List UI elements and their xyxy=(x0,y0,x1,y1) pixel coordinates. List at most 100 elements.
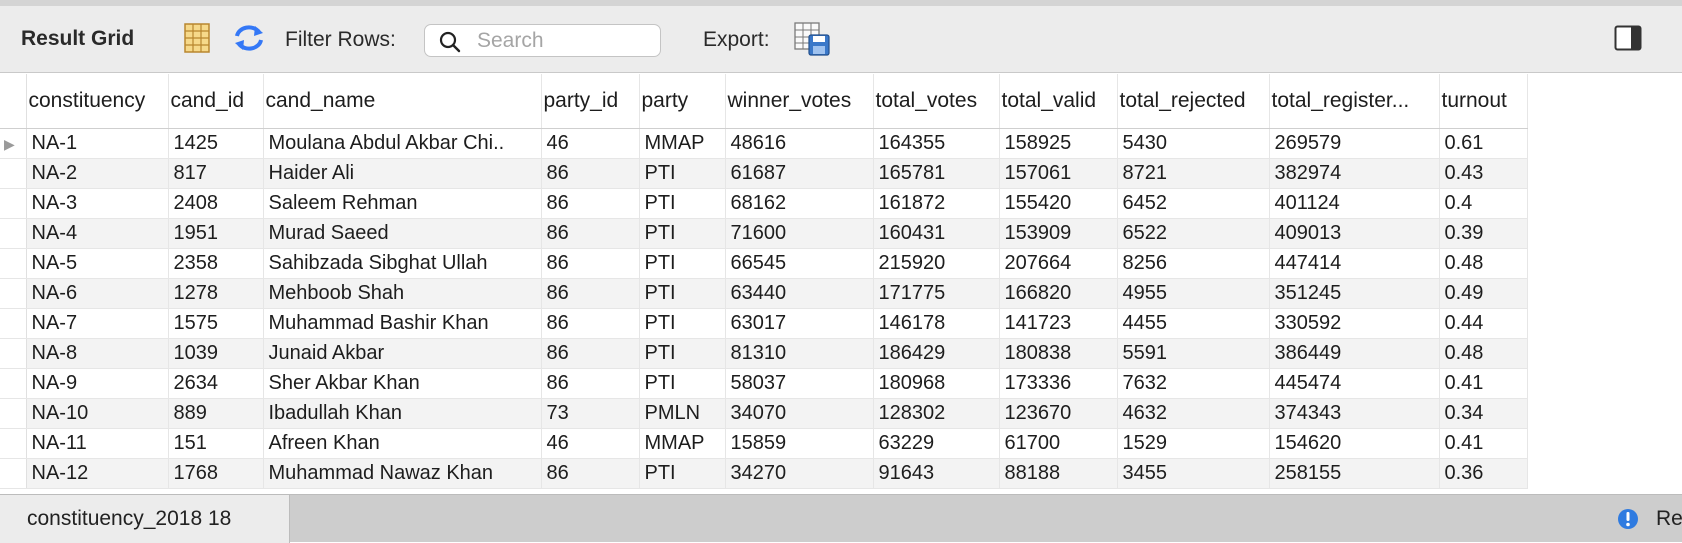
cell-total-rejected[interactable]: 8721 xyxy=(1117,158,1270,189)
cell-total-votes[interactable]: 63229 xyxy=(873,428,1000,459)
cell-constituency[interactable]: NA-3 xyxy=(26,188,169,219)
cell-cand-name[interactable]: Muhammad Bashir Khan xyxy=(263,308,542,339)
cell-cand-name[interactable]: Junaid Akbar xyxy=(263,338,542,369)
cell-constituency[interactable]: NA-2 xyxy=(26,158,169,189)
cell-total-registered[interactable]: 330592 xyxy=(1269,308,1440,339)
cell-total-valid[interactable]: 61700 xyxy=(999,428,1118,459)
cell-party-id[interactable]: 86 xyxy=(541,368,640,399)
cell-cand-id[interactable]: 1768 xyxy=(168,458,264,489)
column-header-cand-id[interactable]: cand_id xyxy=(168,74,264,129)
row-gutter[interactable] xyxy=(0,428,27,459)
cell-cand-name[interactable]: Saleem Rehman xyxy=(263,188,542,219)
cell-party[interactable]: PTI xyxy=(639,368,726,399)
cell-turnout[interactable]: 0.36 xyxy=(1439,458,1528,489)
cell-winner-votes[interactable]: 48616 xyxy=(725,128,874,159)
column-header-cand-name[interactable]: cand_name xyxy=(263,74,542,129)
table-row[interactable]: NA-5 2358 Sahibzada Sibghat Ullah 86 PTI 6654… xyxy=(0,248,1528,279)
cell-cand-id[interactable]: 2358 xyxy=(168,248,264,279)
cell-cand-id[interactable]: 1278 xyxy=(168,278,264,309)
result-grid[interactable]: constituency cand_id cand_name party_id … xyxy=(0,74,1682,494)
cell-winner-votes[interactable]: 71600 xyxy=(725,218,874,249)
cell-total-valid[interactable]: 153909 xyxy=(999,218,1118,249)
cell-total-valid[interactable]: 157061 xyxy=(999,158,1118,189)
cell-party-id[interactable]: 86 xyxy=(541,248,640,279)
cell-cand-name[interactable]: Haider Ali xyxy=(263,158,542,189)
cell-winner-votes[interactable]: 34070 xyxy=(725,398,874,429)
cell-total-registered[interactable]: 154620 xyxy=(1269,428,1440,459)
cell-party-id[interactable]: 86 xyxy=(541,278,640,309)
row-gutter[interactable] xyxy=(0,458,27,489)
cell-total-rejected[interactable]: 4455 xyxy=(1117,308,1270,339)
cell-winner-votes[interactable]: 15859 xyxy=(725,428,874,459)
cell-constituency[interactable]: NA-4 xyxy=(26,218,169,249)
cell-total-rejected[interactable]: 5430 xyxy=(1117,128,1270,159)
row-gutter[interactable] xyxy=(0,188,27,219)
table-row[interactable]: NA-6 1278 Mehboob Shah 86 PTI 63440 171775 1668… xyxy=(0,278,1528,309)
cell-turnout[interactable]: 0.44 xyxy=(1439,308,1528,339)
cell-constituency[interactable]: NA-8 xyxy=(26,338,169,369)
cell-total-valid[interactable]: 207664 xyxy=(999,248,1118,279)
cell-total-registered[interactable]: 382974 xyxy=(1269,158,1440,189)
cell-party[interactable]: PTI xyxy=(639,308,726,339)
cell-party[interactable]: PTI xyxy=(639,158,726,189)
column-header-party[interactable]: party xyxy=(639,74,726,129)
cell-party[interactable]: MMAP xyxy=(639,428,726,459)
cell-constituency[interactable]: NA-10 xyxy=(26,398,169,429)
cell-cand-id[interactable]: 889 xyxy=(168,398,264,429)
cell-party-id[interactable]: 86 xyxy=(541,218,640,249)
refresh-icon[interactable] xyxy=(232,23,266,58)
cell-party-id[interactable]: 86 xyxy=(541,308,640,339)
row-gutter[interactable]: ▶ xyxy=(0,128,27,159)
table-row[interactable]: NA-2 817 Haider Ali 86 PTI 61687 165781 157061 8… xyxy=(0,158,1528,189)
cell-party[interactable]: PTI xyxy=(639,248,726,279)
cell-cand-id[interactable]: 1951 xyxy=(168,218,264,249)
cell-winner-votes[interactable]: 63017 xyxy=(725,308,874,339)
table-row[interactable]: NA-7 1575 Muhammad Bashir Khan 86 PTI 63017 14… xyxy=(0,308,1528,339)
cell-cand-name[interactable]: Mehboob Shah xyxy=(263,278,542,309)
column-header-total-valid[interactable]: total_valid xyxy=(999,74,1118,129)
cell-total-votes[interactable]: 160431 xyxy=(873,218,1000,249)
cell-total-votes[interactable]: 91643 xyxy=(873,458,1000,489)
cell-constituency[interactable]: NA-12 xyxy=(26,458,169,489)
cell-cand-name[interactable]: Muhammad Nawaz Khan xyxy=(263,458,542,489)
cell-total-registered[interactable]: 409013 xyxy=(1269,218,1440,249)
search-input[interactable] xyxy=(475,28,654,54)
cell-constituency[interactable]: NA-9 xyxy=(26,368,169,399)
table-row[interactable]: NA-4 1951 Murad Saeed 86 PTI 71600 160431 15390… xyxy=(0,218,1528,249)
export-icon[interactable] xyxy=(794,22,832,61)
table-row[interactable]: NA-3 2408 Saleem Rehman 86 PTI 68162 161872 155… xyxy=(0,188,1528,219)
cell-total-registered[interactable]: 401124 xyxy=(1269,188,1440,219)
cell-total-rejected[interactable]: 6452 xyxy=(1117,188,1270,219)
cell-turnout[interactable]: 0.41 xyxy=(1439,428,1528,459)
cell-total-rejected[interactable]: 3455 xyxy=(1117,458,1270,489)
cell-total-registered[interactable]: 447414 xyxy=(1269,248,1440,279)
cell-constituency[interactable]: NA-11 xyxy=(26,428,169,459)
table-row[interactable]: NA-8 1039 Junaid Akbar 86 PTI 81310 186429 1808… xyxy=(0,338,1528,369)
cell-total-votes[interactable]: 215920 xyxy=(873,248,1000,279)
cell-party[interactable]: PMLN xyxy=(639,398,726,429)
cell-total-votes[interactable]: 180968 xyxy=(873,368,1000,399)
cell-winner-votes[interactable]: 58037 xyxy=(725,368,874,399)
column-header-total-rejected[interactable]: total_rejected xyxy=(1117,74,1270,129)
cell-turnout[interactable]: 0.48 xyxy=(1439,338,1528,369)
cell-total-valid[interactable]: 123670 xyxy=(999,398,1118,429)
cell-total-registered[interactable]: 258155 xyxy=(1269,458,1440,489)
cell-total-votes[interactable]: 171775 xyxy=(873,278,1000,309)
cell-total-rejected[interactable]: 4632 xyxy=(1117,398,1270,429)
cell-total-valid[interactable]: 88188 xyxy=(999,458,1118,489)
cell-total-rejected[interactable]: 7632 xyxy=(1117,368,1270,399)
cell-total-registered[interactable]: 386449 xyxy=(1269,338,1440,369)
column-header-constituency[interactable]: constituency xyxy=(26,74,169,129)
cell-cand-name[interactable]: Ibadullah Khan xyxy=(263,398,542,429)
column-header-total-votes[interactable]: total_votes xyxy=(873,74,1000,129)
cell-party[interactable]: PTI xyxy=(639,338,726,369)
cell-cand-name[interactable]: Sahibzada Sibghat Ullah xyxy=(263,248,542,279)
cell-total-registered[interactable]: 445474 xyxy=(1269,368,1440,399)
cell-cand-id[interactable]: 1425 xyxy=(168,128,264,159)
cell-total-valid[interactable]: 158925 xyxy=(999,128,1118,159)
cell-turnout[interactable]: 0.34 xyxy=(1439,398,1528,429)
cell-total-rejected[interactable]: 6522 xyxy=(1117,218,1270,249)
cell-party-id[interactable]: 86 xyxy=(541,188,640,219)
table-row[interactable]: NA-10 889 Ibadullah Khan 73 PMLN 34070 128302 1… xyxy=(0,398,1528,429)
cell-winner-votes[interactable]: 63440 xyxy=(725,278,874,309)
